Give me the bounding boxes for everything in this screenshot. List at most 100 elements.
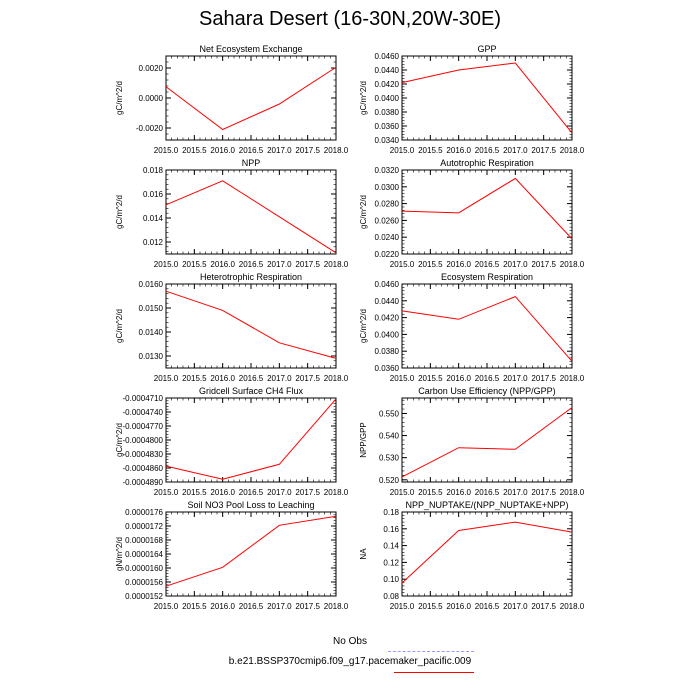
- x-tick-label: 2017.0: [503, 374, 528, 383]
- y-tick-label: 0.0260: [375, 216, 400, 225]
- x-tick-label: 2016.5: [239, 146, 264, 155]
- y-tick-label: 0.0360: [375, 122, 400, 131]
- y-tick-label: 0.18: [383, 508, 399, 517]
- chart-panel-2: GPP 2015.0 2015.5 2016.0 2016.5 2017.0 2017.5 2…: [359, 44, 585, 155]
- chart-panel-3: NPP 2015.0 2015.5 2016.0 2016.5 2017.0 2017.5 2…: [115, 158, 349, 269]
- y-tick-label: 0.540: [379, 432, 400, 441]
- plot-frame: [165, 283, 337, 369]
- y-axis-label: gC/m^2/d: [115, 195, 124, 229]
- y-tick-label: 0.0000164: [125, 550, 163, 559]
- y-tick-label: 0.10: [383, 575, 399, 584]
- series-line-1: [165, 290, 337, 359]
- x-tick-label: 2017.5: [295, 374, 320, 383]
- y-axis-label: gC/m^2/d: [359, 195, 368, 229]
- panel-title: Heterotrophic Respiration: [200, 272, 302, 282]
- x-tick-label: 2018.0: [560, 260, 585, 269]
- x-tick-label: 2016.5: [239, 602, 264, 611]
- x-tick-label: 2016.5: [475, 260, 500, 269]
- plot-frame: [165, 169, 337, 255]
- x-tick-label: 2017.0: [267, 374, 292, 383]
- y-tick-label: 0.0460: [375, 280, 400, 289]
- series-line-1: [165, 398, 337, 480]
- y-tick-label: -0.0004770: [123, 422, 164, 431]
- y-tick-label: 0.0440: [375, 66, 400, 75]
- y-tick-label: 0.0360: [375, 364, 400, 373]
- x-tick-label: 2017.0: [267, 260, 292, 269]
- x-tick-label: 2016.0: [446, 260, 471, 269]
- panel-title: Soil NO3 Pool Loss to Leaching: [187, 500, 314, 510]
- x-tick-label: 2015.5: [182, 602, 207, 611]
- x-tick-label: 2018.0: [324, 146, 349, 155]
- y-tick-label: 0.0000160: [125, 564, 163, 573]
- y-tick-label: -0.0020: [136, 124, 164, 133]
- y-tick-label: 0.12: [383, 558, 399, 567]
- y-tick-label: 0.0020: [139, 64, 164, 73]
- x-tick-label: 2016.5: [239, 374, 264, 383]
- y-tick-label: 0.0000172: [125, 522, 163, 531]
- x-tick-label: 2016.5: [475, 146, 500, 155]
- x-tick-label: 2016.0: [210, 602, 235, 611]
- x-tick-label: 2017.5: [531, 488, 556, 497]
- x-tick-label: 2016.5: [239, 260, 264, 269]
- y-tick-label: 0.0420: [375, 314, 400, 323]
- series-line-1: [165, 180, 337, 254]
- x-tick-label: 2018.0: [560, 146, 585, 155]
- y-tick-label: 0.08: [383, 592, 399, 601]
- x-tick-label: 2017.5: [531, 602, 556, 611]
- x-tick-label: 2016.0: [210, 260, 235, 269]
- plot-frame: [401, 397, 573, 483]
- chart-panel-5: Heterotrophic Respiration 2015.0 2015.5 201…: [115, 272, 349, 383]
- y-tick-label: 0.018: [143, 166, 164, 175]
- x-tick-label: 2017.0: [503, 260, 528, 269]
- x-tick-label: 2017.5: [531, 146, 556, 155]
- x-tick-label: 2017.0: [267, 146, 292, 155]
- x-tick-label: 2015.5: [418, 260, 443, 269]
- panel-title: NPP_NUPTAKE/(NPP_NUPTAKE+NPP): [406, 500, 569, 510]
- x-tick-label: 2018.0: [324, 488, 349, 497]
- plot-frame: [401, 283, 573, 369]
- y-tick-label: 0.550: [379, 409, 400, 418]
- y-tick-label: 0.0150: [139, 304, 164, 313]
- x-tick-label: 2017.5: [295, 146, 320, 155]
- y-tick-label: 0.0460: [375, 52, 400, 61]
- series-line-1: [401, 177, 573, 240]
- plot-frame: [401, 55, 573, 141]
- x-tick-label: 2015.0: [154, 260, 179, 269]
- chart-panel-6: Ecosystem Respiration 2015.0 2015.5 2016.0 2…: [359, 272, 585, 383]
- legend-label-no-obs: No Obs: [333, 636, 367, 647]
- x-tick-label: 2015.5: [182, 260, 207, 269]
- y-tick-label: 0.016: [143, 190, 164, 199]
- x-tick-label: 2016.5: [239, 488, 264, 497]
- chart-panel-10: NPP_NUPTAKE/(NPP_NUPTAKE+NPP) 2015.0 2015.…: [359, 500, 585, 611]
- series-line-1: [401, 407, 573, 478]
- y-axis-label: NPP/GPP: [359, 422, 368, 458]
- x-tick-label: 2017.0: [503, 146, 528, 155]
- y-tick-label: 0.0340: [375, 136, 400, 145]
- y-tick-label: 0.16: [383, 525, 399, 534]
- x-tick-label: 2017.5: [531, 374, 556, 383]
- x-tick-label: 2018.0: [560, 488, 585, 497]
- chart-panel-9: Soil NO3 Pool Loss to Leaching 2015.0 2015…: [115, 500, 349, 611]
- y-tick-label: 0.0220: [375, 250, 400, 259]
- x-tick-label: 2015.5: [418, 602, 443, 611]
- panel-title: Carbon Use Efficiency (NPP/GPP): [418, 386, 555, 396]
- y-tick-label: 0.14: [383, 542, 399, 551]
- x-tick-label: 2016.0: [446, 602, 471, 611]
- legend-line-model-run: [394, 672, 474, 673]
- y-tick-label: 0.0280: [375, 200, 400, 209]
- figure-title: Sahara Desert (16-30N,20W-30E): [199, 8, 501, 30]
- y-tick-label: 0.0000176: [125, 508, 163, 517]
- y-axis-label: gC/m^2/d: [115, 309, 124, 343]
- x-tick-label: 2015.0: [154, 374, 179, 383]
- x-tick-label: 2015.5: [182, 374, 207, 383]
- panel-title: Autotrophic Respiration: [440, 158, 534, 168]
- x-tick-label: 2016.5: [475, 602, 500, 611]
- y-tick-label: 0.0000168: [125, 536, 163, 545]
- plot-frame: [165, 397, 337, 483]
- legend-line-no-obs: [388, 651, 474, 652]
- x-tick-label: 2017.5: [295, 602, 320, 611]
- x-tick-label: 2015.5: [418, 146, 443, 155]
- y-tick-label: 0.0000: [139, 94, 164, 103]
